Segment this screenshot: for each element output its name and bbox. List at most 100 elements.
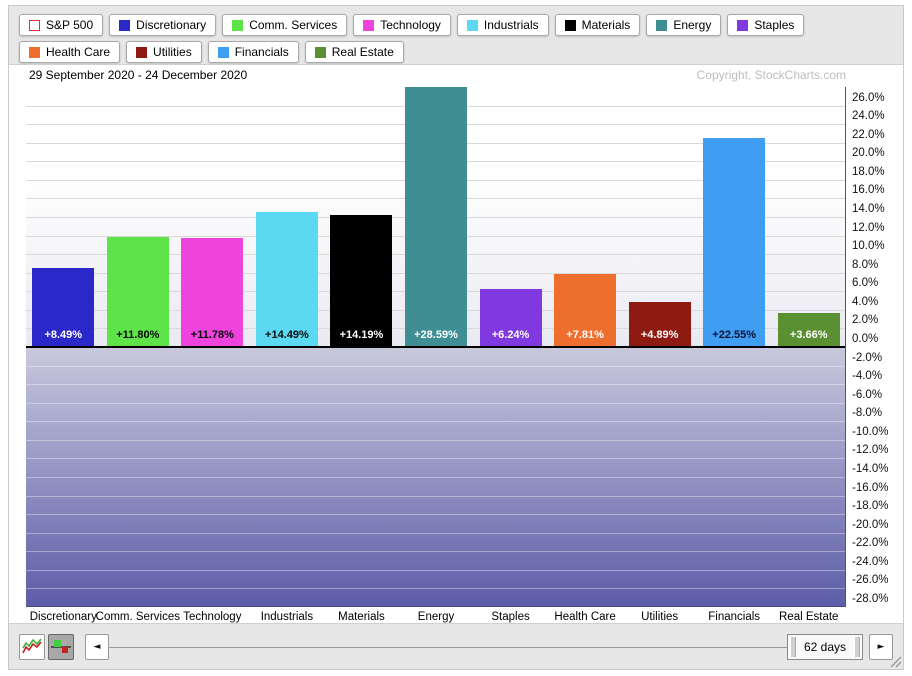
y-axis-tick-label: -24.0% <box>852 555 889 568</box>
bar-discretionary[interactable] <box>32 268 95 347</box>
y-axis-tick-label: 18.0% <box>852 165 885 178</box>
bar-value-label: +14.49% <box>265 329 309 341</box>
bar-financials[interactable] <box>703 137 766 347</box>
y-axis-tick-label: -6.0% <box>852 388 883 401</box>
legend-swatch-icon <box>119 19 131 31</box>
legend-swatch-icon <box>656 19 668 31</box>
histogram-view-button[interactable] <box>48 634 74 660</box>
bar-staples[interactable] <box>479 289 542 347</box>
legend-button-label: Industrials <box>483 18 539 32</box>
y-axis-tick-label: 22.0% <box>852 128 885 141</box>
gridline <box>26 402 845 404</box>
bar-industrials[interactable] <box>255 212 318 347</box>
bar-value-label: +14.19% <box>339 329 384 341</box>
bar-health-care[interactable] <box>554 274 617 347</box>
legend-button-materials[interactable]: Materials <box>554 14 641 36</box>
y-axis-tick-label: 10.0% <box>852 240 885 253</box>
scroll-right-button[interactable]: ► <box>869 634 893 660</box>
legend-button-industrials[interactable]: Industrials <box>456 14 549 36</box>
date-range-label: 29 September 2020 - 24 December 2020 <box>29 68 248 82</box>
gridline <box>26 532 845 534</box>
bar-utilities[interactable] <box>628 301 691 347</box>
y-axis-tick-label: -18.0% <box>852 500 889 513</box>
bar-comm-services[interactable] <box>106 237 169 347</box>
legend-button-comm-services[interactable]: Comm. Services <box>222 14 348 36</box>
legend-button-health-care[interactable]: Health Care <box>19 41 121 63</box>
x-axis-label: Industrials <box>260 611 314 623</box>
legend-swatch-icon <box>564 19 576 31</box>
resize-grip[interactable] <box>889 655 902 668</box>
bar-technology[interactable] <box>181 237 244 347</box>
gridline <box>26 569 845 571</box>
legend-button-label: S&P 500 <box>46 18 94 32</box>
x-axis-label: Financials <box>708 611 761 623</box>
bar-materials[interactable] <box>330 215 393 347</box>
y-axis-tick-label: 6.0% <box>852 277 879 290</box>
legend-button-discretionary[interactable]: Discretionary <box>109 14 217 36</box>
legend-button-real-estate[interactable]: Real Estate <box>304 41 404 63</box>
legend-swatch-icon <box>466 19 478 31</box>
y-axis-tick-label: 12.0% <box>852 221 885 234</box>
y-axis-tick-label: -22.0% <box>852 537 889 550</box>
bar-value-label: +22.55% <box>712 329 757 341</box>
legend-swatch-icon <box>363 19 375 31</box>
legend-swatch-icon <box>136 46 148 58</box>
legend-swatch-icon <box>232 19 244 31</box>
legend-button-s-p-500[interactable]: S&P 500 <box>19 14 104 36</box>
y-axis-tick-label: -20.0% <box>852 518 889 531</box>
bar-value-label: +11.78% <box>190 329 234 341</box>
y-axis-tick-label: 14.0% <box>852 203 885 215</box>
legend-button-staples[interactable]: Staples <box>727 14 805 36</box>
legend-button-technology[interactable]: Technology <box>353 14 451 36</box>
negative-region <box>26 347 845 606</box>
y-axis-tick-label: -28.0% <box>852 593 889 605</box>
y-axis-tick-label: 8.0% <box>852 258 879 271</box>
x-axis-label: Staples <box>491 611 530 623</box>
y-axis-tick-label: -8.0% <box>852 407 883 420</box>
y-axis-tick-label: 2.0% <box>852 314 879 327</box>
legend-button-label: Financials <box>234 45 289 59</box>
y-axis-tick-label: -14.0% <box>852 463 889 475</box>
scroll-left-button[interactable]: ◄ <box>85 634 109 660</box>
perfchart-widget: S&P 500 Discretionary Comm. Services Techno… <box>8 5 904 670</box>
gridline <box>26 365 845 367</box>
plot-area[interactable]: +8.49% +11.80% +11.78% +14.49% +14.19% +28.59… <box>26 87 846 607</box>
gridline <box>26 384 845 386</box>
y-axis-tick-label: 20.0% <box>852 147 885 160</box>
bar-value-label: +11.80% <box>116 329 160 341</box>
bar-real-estate[interactable] <box>777 313 840 347</box>
legend-button-energy[interactable]: Energy <box>646 14 722 36</box>
legend-button-label: Technology <box>380 18 441 32</box>
y-axis-tick-label: -26.0% <box>852 574 889 587</box>
y-axis-tick-label: 0.0% <box>852 333 879 345</box>
slider-track[interactable] <box>109 646 787 648</box>
x-axis-label: Materials <box>338 611 385 623</box>
legend-button-label: Health Care <box>46 45 111 59</box>
legend-button-financials[interactable]: Financials <box>207 41 299 63</box>
chart-canvas: 29 September 2020 - 24 December 2020 Cop… <box>9 64 903 624</box>
bar-value-label: +6.24% <box>491 329 530 341</box>
legend-button-label: Discretionary <box>136 18 207 32</box>
y-axis-tick-label: -12.0% <box>852 444 889 457</box>
gridline <box>26 588 845 590</box>
x-axis-label: Health Care <box>554 611 616 623</box>
gridline <box>26 495 845 497</box>
gridline <box>26 514 845 516</box>
slider-handle[interactable]: 62 days <box>787 634 863 660</box>
bar-energy[interactable] <box>405 87 467 347</box>
copyright-label: Copyright, StockCharts.com <box>696 68 846 82</box>
y-axis-tick-label: 4.0% <box>852 295 879 308</box>
legend-button-label: Utilities <box>153 45 192 59</box>
gridline <box>26 551 845 553</box>
x-axis-label: Comm. Services <box>95 611 180 623</box>
y-axis-tick-label: 26.0% <box>852 91 885 104</box>
x-axis-label: Real Estate <box>778 611 839 623</box>
bar-value-label: +8.49% <box>44 329 83 341</box>
range-label: 62 days <box>803 640 847 654</box>
line-view-button[interactable] <box>19 634 45 660</box>
legend-button-utilities[interactable]: Utilities <box>126 41 202 63</box>
y-axis-tick-label: -2.0% <box>852 351 883 364</box>
gridline <box>26 458 845 460</box>
y-axis-tick-label: -16.0% <box>852 481 889 494</box>
legend-button-label: Real Estate <box>331 45 394 59</box>
